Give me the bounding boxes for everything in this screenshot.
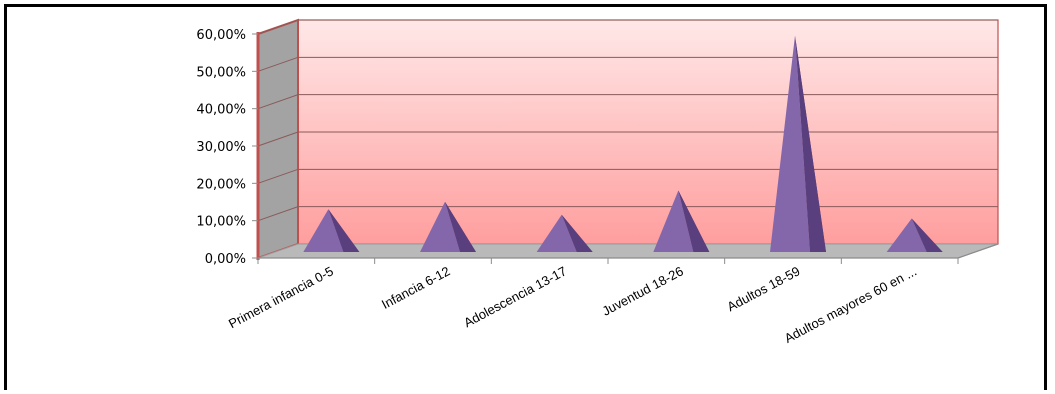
y-tick-label: 20,00% [196, 177, 246, 192]
pyramid-right-face [445, 201, 476, 252]
gridline [257, 19, 998, 35]
pyramid-front-face [536, 214, 577, 252]
x-category-label: Adultos 18-59 [725, 263, 803, 314]
pyramid [303, 209, 360, 252]
pyramid-right-face [678, 190, 710, 252]
pyramid-side-face [795, 35, 826, 252]
pyramid [886, 218, 943, 252]
pyramid-right-face [328, 209, 360, 252]
y-tick-label: 10,00% [196, 215, 246, 230]
y-tick-label: 60,00% [196, 28, 246, 43]
pyramid [770, 35, 826, 252]
pyramid-right-face [911, 218, 943, 252]
gridline [257, 206, 998, 222]
x-category-label: Adolescencia 13-17 [461, 263, 569, 330]
y-tick-label: 40,00% [196, 103, 246, 118]
gridline [257, 131, 998, 147]
x-category-label: Infancia 6-12 [379, 263, 452, 312]
gridline [257, 56, 998, 72]
pyramid [653, 190, 710, 252]
x-category-label: Primera infancia 0-5 [226, 263, 336, 331]
pyramid [536, 214, 593, 252]
pyramid-right-face [795, 35, 826, 252]
pyramid-front-face [303, 209, 344, 252]
gridline [257, 94, 998, 110]
pyramid [420, 201, 476, 252]
floor [257, 243, 999, 259]
y-tick-label: 30,00% [196, 140, 246, 155]
pyramid-right-face [561, 214, 593, 252]
x-axis-depth [957, 243, 999, 259]
pyramid-front-face [420, 201, 460, 252]
x-category-label: Juventud 18-26 [600, 263, 686, 318]
pyramid-front-face [770, 35, 810, 252]
y-tick-label: 0,00% [205, 252, 246, 267]
y-tick-label: 50,00% [196, 65, 246, 80]
pyramid-front-face [653, 190, 694, 252]
gridline [257, 168, 998, 184]
x-category-label: Adultos mayores 60 en ... [782, 263, 919, 345]
pyramid-front-face [886, 218, 927, 252]
